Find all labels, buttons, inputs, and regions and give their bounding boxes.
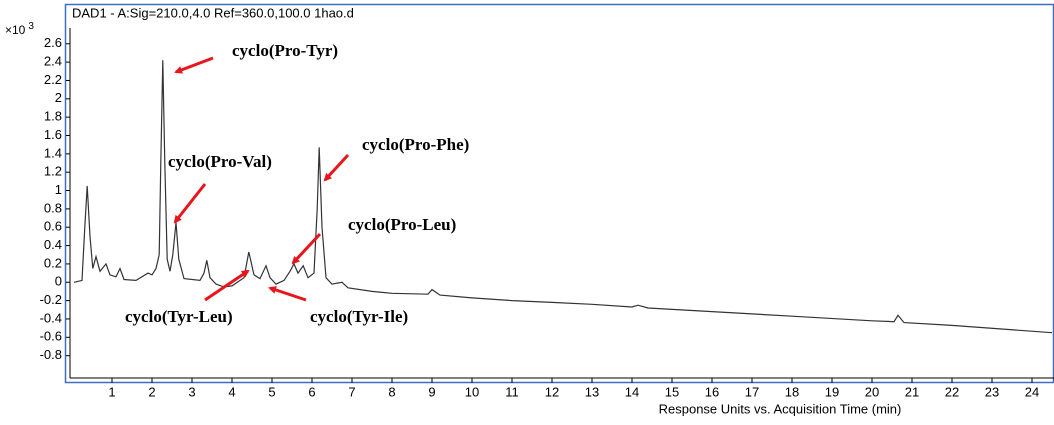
y-tick-label: 1.2 xyxy=(44,164,62,179)
y-tick-label: 1.6 xyxy=(44,127,62,142)
x-tick-label: 6 xyxy=(308,384,315,399)
y-tick-label: -0.8 xyxy=(40,347,62,362)
trace xyxy=(73,60,1053,334)
annotation-arrow xyxy=(204,269,250,302)
x-tick-label: 3 xyxy=(188,384,195,399)
annotation: cyclo(Pro-Phe) xyxy=(362,135,469,154)
x-tick-label: 15 xyxy=(665,384,679,399)
y-unit-base: ×10 xyxy=(5,23,26,37)
x-tick-label: 8 xyxy=(388,384,395,399)
x-tick-label: 7 xyxy=(348,384,355,399)
y-tick-label: 0.8 xyxy=(44,200,62,215)
annotation-arrow xyxy=(291,232,322,265)
y-tick-label: -0.6 xyxy=(40,329,62,344)
x-tick-label: 19 xyxy=(825,384,839,399)
x-tick-label: 23 xyxy=(985,384,999,399)
x-tick-label: 22 xyxy=(945,384,959,399)
y-tick-label: 0.4 xyxy=(44,237,62,252)
chart-title: DAD1 - A:Sig=210.0,4.0 Ref=360.0,100.0 1… xyxy=(72,5,354,20)
x-tick-label: 24 xyxy=(1025,384,1039,399)
x-tick-label: 4 xyxy=(228,384,235,399)
x-tick-label: 12 xyxy=(545,384,559,399)
x-tick-label: 14 xyxy=(625,384,639,399)
annotation-arrow xyxy=(174,56,214,74)
annotation: cyclo(Tyr-Leu) xyxy=(125,307,233,326)
x-tick-label: 21 xyxy=(905,384,919,399)
x-tick-label: 5 xyxy=(268,384,275,399)
y-tick-label: 1.8 xyxy=(44,109,62,124)
y-tick-label: 0 xyxy=(55,274,62,289)
x-tick-label: 17 xyxy=(745,384,759,399)
x-tick-label: 20 xyxy=(865,384,879,399)
annotation: cyclo(Pro-Tyr) xyxy=(232,41,338,60)
y-tick-label: 0.2 xyxy=(44,255,62,270)
y-unit-exp: 3 xyxy=(28,21,34,32)
y-tick-label: 1.4 xyxy=(44,145,62,160)
y-tick-label: 2.4 xyxy=(44,54,62,69)
x-tick-label: 11 xyxy=(505,384,519,399)
x-tick-label: 13 xyxy=(585,384,599,399)
x-tick-label: 9 xyxy=(428,384,435,399)
y-tick-label: -0.2 xyxy=(40,292,62,307)
y-tick-label: 2 xyxy=(55,90,62,105)
y-tick-label: 1 xyxy=(55,182,62,197)
annotation: cyclo(Pro-Val) xyxy=(168,152,272,171)
x-tick-label: 1 xyxy=(108,384,115,399)
annotation-arrow xyxy=(323,153,350,182)
y-tick-label: -0.4 xyxy=(40,310,62,325)
y-unit: ×10 3 xyxy=(5,21,34,38)
x-tick-label: 18 xyxy=(785,384,799,399)
annotation-arrow xyxy=(173,183,207,224)
x-axis-label: Response Units vs. Acquisition Time (min… xyxy=(659,401,902,416)
y-tick-label: 2.2 xyxy=(44,72,62,87)
x-tick-label: 2 xyxy=(148,384,155,399)
y-tick-label: 0.6 xyxy=(44,219,62,234)
x-tick-label: 10 xyxy=(465,384,479,399)
x-tick-label: 16 xyxy=(705,384,719,399)
annotation: cyclo(Pro-Leu) xyxy=(348,215,456,234)
annotation: cyclo(Tyr-Ile) xyxy=(310,307,408,326)
annotation-arrow xyxy=(268,286,307,302)
y-tick-label: 2.6 xyxy=(44,35,62,50)
